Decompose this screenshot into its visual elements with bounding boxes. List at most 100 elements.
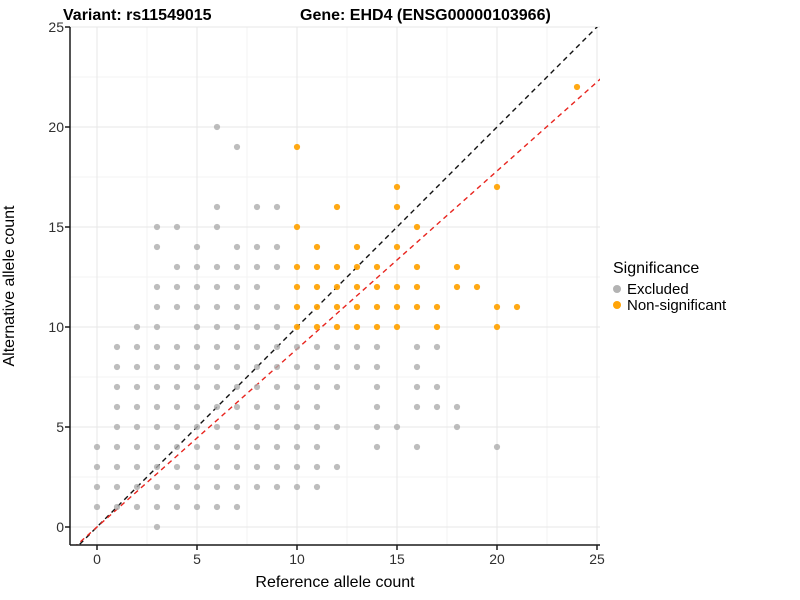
data-point-excluded [293,343,301,351]
data-point-excluded [213,263,221,271]
non-significant-dot-icon [613,301,621,309]
data-point-excluded [253,243,261,251]
data-point-excluded [193,443,201,451]
data-point-non-significant [413,263,421,271]
data-point-excluded [113,363,121,371]
data-point-excluded [253,303,261,311]
data-point-excluded [293,363,301,371]
data-point-excluded [453,423,461,431]
data-point-non-significant [293,303,301,311]
data-point-excluded [173,503,181,511]
data-point-excluded [213,503,221,511]
data-point-excluded [173,363,181,371]
data-point-excluded [373,363,381,371]
data-point-non-significant [293,323,301,331]
data-point-excluded [93,483,101,491]
y-tick-label: 5 [56,419,64,435]
data-point-excluded [153,423,161,431]
data-point-excluded [213,423,221,431]
data-point-non-significant [393,283,401,291]
data-point-excluded [153,343,161,351]
x-tick-label: 20 [489,551,505,567]
data-point-non-significant [353,303,361,311]
data-point-excluded [173,403,181,411]
data-point-excluded [173,223,181,231]
data-point-excluded [253,283,261,291]
data-point-non-significant [293,283,301,291]
data-point-non-significant [353,263,361,271]
data-point-excluded [113,483,121,491]
data-point-excluded [233,443,241,451]
data-point-excluded [273,203,281,211]
data-point-excluded [173,343,181,351]
data-point-excluded [273,443,281,451]
data-point-excluded [213,383,221,391]
data-point-non-significant [353,243,361,251]
data-point-excluded [333,423,341,431]
data-point-excluded [113,423,121,431]
data-point-non-significant [313,283,321,291]
x-axis-title: Reference allele count [255,574,415,591]
data-point-excluded [233,143,241,151]
data-point-excluded [173,283,181,291]
data-point-excluded [193,483,201,491]
data-point-excluded [213,123,221,131]
data-point-excluded [133,443,141,451]
data-point-excluded [413,443,421,451]
data-point-excluded [213,223,221,231]
data-point-non-significant [313,243,321,251]
data-point-excluded [313,423,321,431]
data-point-excluded [193,323,201,331]
data-point-excluded [133,383,141,391]
data-point-non-significant [453,263,461,271]
data-point-excluded [293,443,301,451]
data-point-excluded [213,203,221,211]
data-point-excluded [253,483,261,491]
data-point-excluded [233,463,241,471]
data-point-excluded [413,363,421,371]
data-point-excluded [373,343,381,351]
data-point-non-significant [373,283,381,291]
data-point-excluded [373,423,381,431]
data-point-excluded [93,443,101,451]
data-point-excluded [153,443,161,451]
data-point-excluded [193,383,201,391]
data-point-excluded [113,403,121,411]
data-point-excluded [173,423,181,431]
data-point-excluded [293,463,301,471]
data-point-excluded [133,483,141,491]
data-point-excluded [133,463,141,471]
data-point-excluded [293,483,301,491]
data-point-excluded [173,303,181,311]
data-point-excluded [273,243,281,251]
data-point-excluded [233,343,241,351]
data-point-excluded [193,463,201,471]
legend-item-label: Excluded [627,280,689,298]
data-point-non-significant [433,323,441,331]
data-point-excluded [393,423,401,431]
y-tick-label: 25 [48,19,64,35]
data-point-non-significant [473,283,481,291]
data-point-excluded [333,383,341,391]
data-point-excluded [113,503,121,511]
data-point-excluded [313,443,321,451]
data-point-excluded [193,403,201,411]
data-point-excluded [233,383,241,391]
data-point-excluded [333,363,341,371]
data-point-excluded [433,343,441,351]
data-point-non-significant [393,203,401,211]
data-point-excluded [193,343,201,351]
data-point-excluded [93,503,101,511]
data-point-excluded [273,263,281,271]
x-tick-label: 25 [589,551,605,567]
legend-item-excluded: Excluded [613,280,726,298]
data-point-excluded [313,403,321,411]
data-point-excluded [213,463,221,471]
x-tick-label: 0 [93,551,101,567]
data-point-excluded [253,383,261,391]
data-point-excluded [273,363,281,371]
data-point-excluded [353,363,361,371]
data-point-excluded [133,403,141,411]
data-point-non-significant [333,203,341,211]
data-point-non-significant [513,303,521,311]
